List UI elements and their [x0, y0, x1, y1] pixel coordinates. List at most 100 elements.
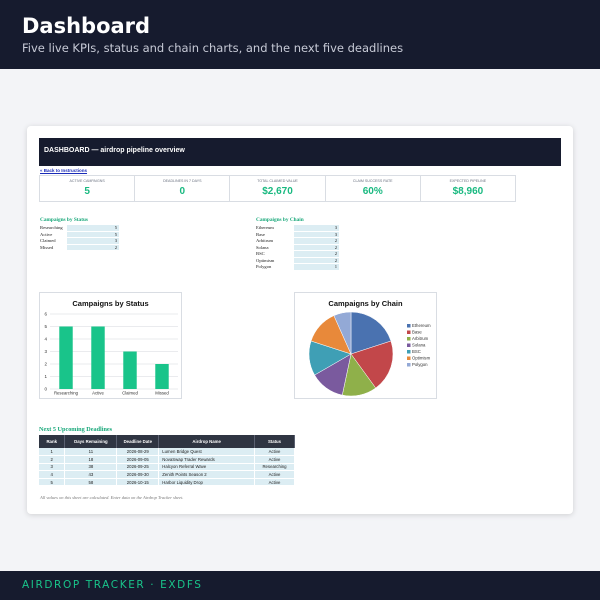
- cell-date[interactable]: 2026-10-15: [116, 478, 160, 487]
- row-label: Researching: [40, 225, 63, 230]
- table-row: 1 11 2026-08-29 Lumen Bridge Quest Activ…: [39, 448, 295, 457]
- cell-date[interactable]: 2026-09-30: [116, 470, 160, 479]
- count-cell[interactable]: 1: [294, 264, 339, 271]
- cell-name[interactable]: Zenith Points Season 2: [158, 470, 256, 479]
- count-cell[interactable]: 3: [67, 238, 119, 245]
- chain-pie-chart[interactable]: Campaigns by Chain Ethereum Base Arbitrum S…: [294, 292, 437, 399]
- page-footer: AIRDROP TRACKER · EXDFS: [0, 571, 600, 600]
- cell-status[interactable]: Active: [254, 448, 295, 457]
- kpi-value: 60%: [362, 186, 383, 197]
- cell-rank[interactable]: 2: [39, 455, 66, 464]
- legend-label: Optimism: [412, 356, 431, 361]
- cell-date[interactable]: 2026-09-25: [116, 463, 160, 472]
- slice-ethereum: [350, 311, 392, 355]
- banner-title: DASHBOARD — airdrop pipeline overview: [44, 147, 185, 154]
- legend-label: Base: [412, 330, 422, 335]
- cell-status[interactable]: Active: [254, 455, 295, 464]
- cell-days[interactable]: 11: [64, 448, 118, 457]
- cell-days[interactable]: 58: [64, 478, 118, 487]
- row-label: Arbitrum: [256, 238, 274, 243]
- chain-table-title: Campaigns by Chain: [256, 217, 304, 223]
- x-tick-label: Active: [92, 391, 104, 396]
- row-label: Base: [256, 231, 265, 237]
- count-cell[interactable]: 2: [294, 238, 339, 245]
- x-tick-label: Missed: [155, 391, 169, 396]
- legend-swatch: [407, 337, 411, 341]
- spreadsheet-view[interactable]: DASHBOARD — airdrop pipeline overview « …: [27, 126, 573, 514]
- bar-chart-plot: 0 1 2 3 4 5 6 Researching Active Claimed Missed: [44, 312, 178, 396]
- y-tick-label: 1: [44, 374, 47, 379]
- kpi-active-campaigns: ACTIVE CAMPAIGNS 5: [40, 176, 136, 201]
- table-row: 5 58 2026-10-15 Harbor Liquidity Drop Ac…: [39, 478, 295, 487]
- table-row: Claimed 3: [40, 238, 120, 245]
- count-cell[interactable]: 2: [294, 257, 339, 264]
- kpi-total-claimed-value: TOTAL CLAIMED VALUE $2,670: [230, 176, 326, 201]
- col-days-remaining: Days Remaining: [64, 435, 118, 448]
- row-label: BSC: [256, 251, 265, 256]
- deadlines-title: Next 5 Upcoming Deadlines: [39, 426, 113, 433]
- cell-rank[interactable]: 3: [39, 463, 66, 472]
- cell-name[interactable]: NovaSwap Trader Rewards: [158, 455, 256, 464]
- cell-days[interactable]: 43: [64, 470, 118, 479]
- row-label: Polygon: [256, 264, 272, 269]
- table-row: BSC 2: [256, 251, 340, 258]
- legend-swatch: [407, 350, 411, 354]
- bar-researching: [59, 326, 73, 389]
- count-cell[interactable]: 5: [67, 231, 119, 238]
- status-summary-table: Campaigns by Status Researching 5 Active…: [40, 217, 120, 251]
- cell-status[interactable]: Active: [254, 478, 295, 487]
- legend-swatch: [407, 356, 411, 360]
- chain-summary-table: Campaigns by Chain Ethereum 3 Base 3 Arb…: [256, 217, 340, 271]
- row-count: 3: [334, 225, 337, 230]
- cell-rank[interactable]: 4: [39, 470, 66, 479]
- count-cell[interactable]: 5: [67, 225, 119, 232]
- cell-name[interactable]: Harbor Liquidity Drop: [158, 478, 256, 487]
- kpi-value: 5: [84, 186, 90, 197]
- cell-date[interactable]: 2026-09-05: [116, 455, 160, 464]
- calculated-note: All values on this sheet are calculated.…: [40, 495, 184, 500]
- back-to-instructions-link[interactable]: « Back to Instructions: [40, 168, 88, 173]
- y-tick-label: 6: [44, 312, 47, 317]
- table-row: Optimism 2: [256, 257, 340, 264]
- col-rank: Rank: [39, 435, 66, 448]
- kpi-value: $2,670: [262, 186, 293, 197]
- cell-name[interactable]: Lumen Bridge Quest: [158, 448, 256, 457]
- cell-name[interactable]: Halcyon Referral Wave: [158, 463, 256, 472]
- x-tick-label: Researching: [54, 391, 79, 396]
- count-cell[interactable]: 2: [67, 244, 119, 251]
- kpi-strip: ACTIVE CAMPAIGNS 5 DEADLINES IN 7 DAYS 0…: [39, 175, 516, 202]
- y-tick-label: 3: [44, 349, 47, 354]
- kpi-label: CLAIM SUCCESS RATE: [352, 179, 393, 183]
- table-row: 4 43 2026-09-30 Zenith Points Season 2 A…: [39, 470, 295, 479]
- count-cell[interactable]: 2: [294, 244, 339, 251]
- cell-rank[interactable]: 1: [39, 448, 66, 457]
- status-table-title: Campaigns by Status: [40, 217, 88, 223]
- row-label: Missed: [40, 244, 54, 250]
- y-tick-label: 5: [44, 324, 47, 329]
- cell-days[interactable]: 18: [64, 455, 118, 464]
- kpi-deadlines-7-days: DEADLINES IN 7 DAYS 0: [135, 176, 231, 201]
- page-subtitle: Five live KPIs, status and chain charts,…: [22, 41, 404, 55]
- page-header: Dashboard Five live KPIs, status and cha…: [0, 0, 600, 69]
- table-row: Base 3: [256, 231, 340, 238]
- table-row: Active 5: [40, 231, 120, 238]
- x-tick-label: Claimed: [122, 391, 138, 396]
- count-cell[interactable]: 3: [294, 231, 339, 238]
- dashboard-banner: DASHBOARD — airdrop pipeline overview: [39, 138, 561, 166]
- table-row: 2 18 2026-09-05 NovaSwap Trader Rewards …: [39, 455, 295, 464]
- footer-text: AIRDROP TRACKER · EXDFS: [22, 579, 203, 591]
- kpi-value: 0: [179, 186, 186, 197]
- count-cell[interactable]: 2: [294, 251, 339, 258]
- page-title: Dashboard: [22, 14, 151, 38]
- cell-rank[interactable]: 5: [39, 478, 66, 487]
- cell-status[interactable]: Active: [254, 470, 295, 479]
- count-cell[interactable]: 3: [294, 225, 339, 232]
- table-header-row: Rank Days Remaining Deadline Date Airdro…: [39, 435, 295, 448]
- cell-days[interactable]: 38: [64, 463, 118, 472]
- cell-status[interactable]: Researching: [254, 463, 295, 472]
- bar-claimed: [123, 351, 137, 389]
- status-bar-chart[interactable]: Campaigns by Status 0 1 2 3 4 5 6 Researching Ac…: [39, 292, 182, 399]
- cell-date[interactable]: 2026-08-29: [116, 448, 160, 457]
- row-count: 2: [334, 238, 337, 243]
